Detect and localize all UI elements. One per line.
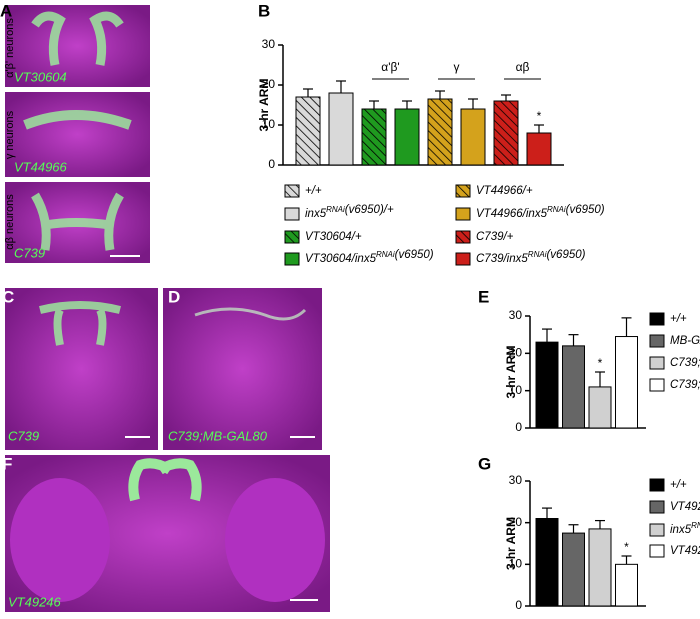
legend-swatch [649,356,665,370]
legend-swatch-hatch [455,184,471,198]
y-tick-label: 0 [515,420,522,434]
image-label: γ neurons [4,110,16,159]
y-axis-label: 3-hr ARM [504,517,518,570]
image-a1 [5,5,150,87]
bar [460,108,486,166]
legend-label: +/+ [670,479,687,491]
bar [535,518,559,607]
legend-label: C739;inx5RNAi(v6950)/MB-GAL80 [670,375,700,391]
panel-letter: B [258,1,270,20]
legend-swatch-hatch [284,184,300,198]
y-tick-label: 30 [262,37,276,51]
image-c [5,288,158,450]
y-tick-label: 30 [509,473,523,487]
legend-label: VT30604/inx5RNAi(v6950) [305,249,434,265]
y-tick-label: 0 [515,598,522,612]
image-label: αβ neurons [4,194,16,250]
panel-letter: C [2,287,14,306]
image-caption: C739;MB-GAL80 [168,428,268,443]
bar [615,563,638,607]
image-f [5,455,330,612]
legend-label: MB-GAL80/+ [670,335,700,347]
legend-label: VT44966/inx5RNAi(v6950) [476,204,605,220]
y-tick-label: 30 [509,308,523,322]
y-axis-label: 3-hr ARM [504,346,518,399]
y-axis-label: 3-hr ARM [257,79,271,132]
legend-swatch [649,523,665,537]
legend-label: inx5RNAi(v6950)/+ [305,204,394,220]
legend-label: VT49246/inx5RNAi(v6950) [670,541,700,557]
image-caption: VT49246 [8,594,62,609]
legend-swatch [455,252,471,266]
bar [562,345,585,429]
image-a2 [5,92,150,177]
panel-letter: F [2,454,12,473]
legend-swatch [649,334,665,348]
panel-letter: G [478,454,491,473]
bar [562,532,585,607]
image-caption: C739 [14,245,45,260]
y-tick-label: 10 [509,557,523,571]
legend-swatch [649,378,665,392]
legend-label: C739;inx5RNAi(v6950)/+ [670,353,700,369]
image-caption: VT44966 [14,159,68,174]
annotation: * [537,109,542,123]
annotation: γ [454,60,460,74]
y-tick-label: 20 [262,77,276,91]
bar [535,341,559,429]
legend-label: VT44966/+ [476,185,533,197]
image-caption: VT30604 [14,69,67,84]
legend-label: C739/inx5RNAi(v6950) [476,249,586,265]
panel-letter: D [168,287,180,306]
panel-letter: A [0,1,12,20]
bar-hatch [361,108,387,166]
legend-label: C739/+ [476,231,514,243]
bar [588,386,612,429]
annotation: * [624,540,629,554]
legend-swatch [649,312,665,326]
panel-letter: E [478,287,489,306]
bar [328,92,354,166]
y-tick-label: 10 [509,383,523,397]
annotation: αβ [516,60,530,74]
legend-label: inx5RNAi(v6950)/+ [670,520,700,536]
legend-swatch-hatch [284,230,300,244]
bar-hatch [427,98,453,166]
legend-label: +/+ [670,313,687,325]
legend-swatch [455,207,471,221]
image-a3 [5,182,150,263]
bar-hatch [295,96,321,166]
y-tick-label: 20 [509,346,523,360]
y-tick-label: 20 [509,515,523,529]
y-tick-label: 0 [268,157,275,171]
image-caption: C739 [8,428,39,443]
legend-label: VT49246/+ [670,501,700,513]
legend-swatch [284,252,300,266]
legend-swatch-hatch [455,230,471,244]
bar [394,108,420,166]
bar [526,132,552,166]
image-d [163,288,322,450]
legend-swatch [649,544,665,558]
legend-label: VT30604/+ [305,231,362,243]
bar [615,336,638,429]
annotation: α'β' [381,60,399,74]
bar [588,528,612,607]
legend-swatch [284,207,300,221]
legend-label: +/+ [305,185,322,197]
bar-hatch [493,100,519,166]
y-tick-label: 10 [262,117,276,131]
legend-swatch [649,478,665,492]
image-label: α'β' neurons [4,18,16,78]
legend-swatch [649,500,665,514]
annotation: * [598,356,603,370]
